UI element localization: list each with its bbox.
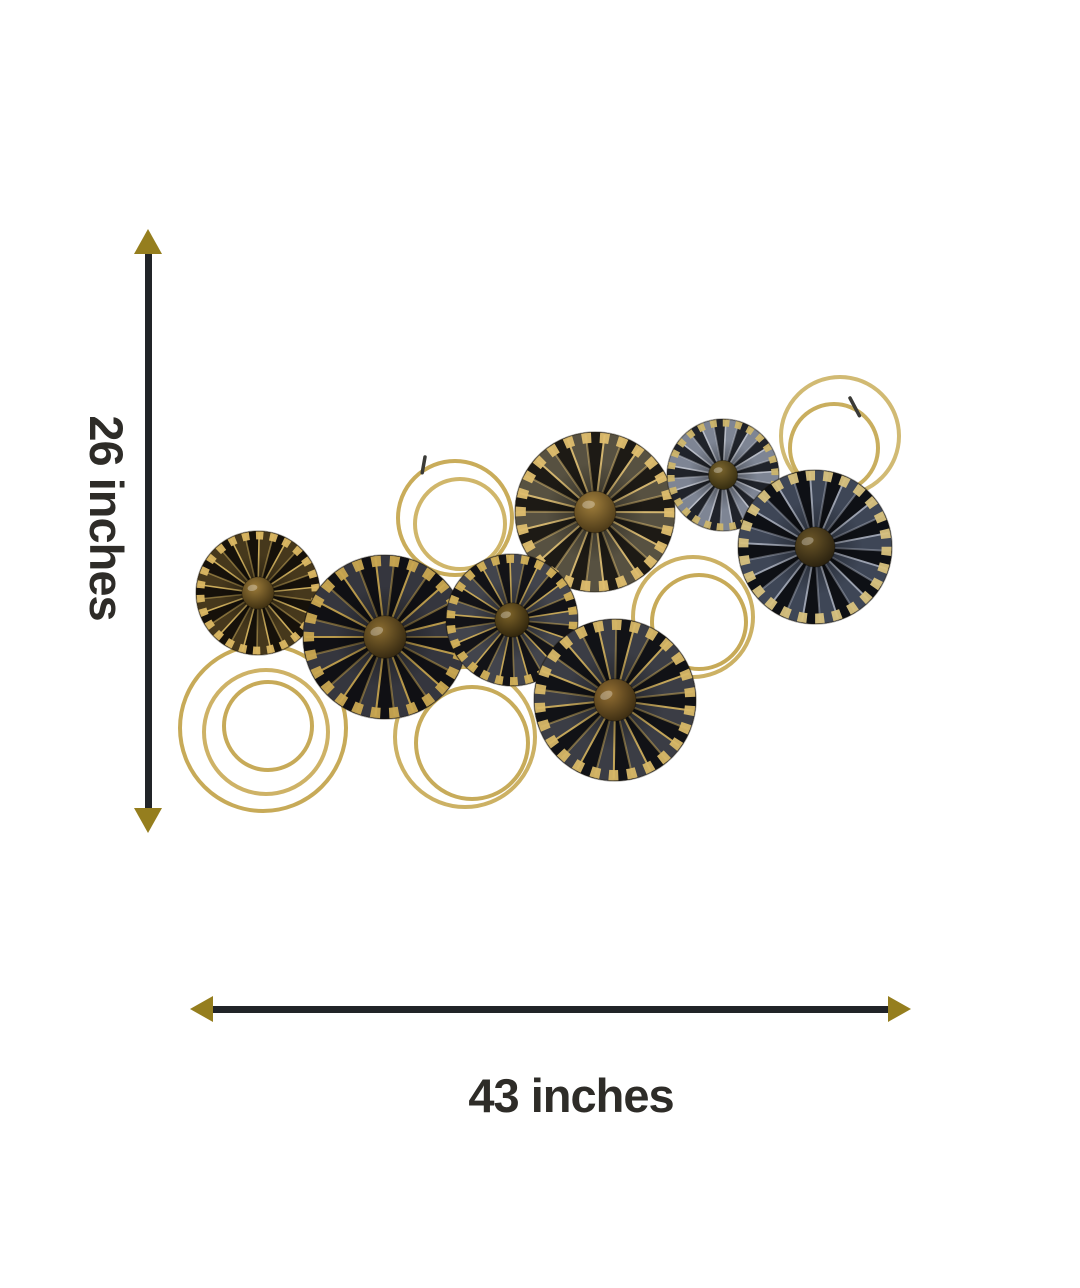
flower-center-dome [494, 602, 530, 638]
flower-center-dome [707, 459, 739, 491]
flower-center-dome [573, 490, 617, 534]
hanging-hook [848, 396, 862, 418]
wire-ring [631, 555, 755, 679]
flower-center-dome [241, 576, 275, 610]
vertical-dimension-line [145, 252, 152, 809]
wire-ring [393, 665, 537, 809]
wire-ring [414, 685, 530, 801]
flower-center-dome [363, 615, 407, 659]
flower-disc [302, 554, 468, 720]
arrow-left-icon [190, 996, 213, 1022]
flower-disc [533, 618, 697, 782]
arrow-down-icon [134, 808, 162, 833]
wire-ring [413, 477, 507, 571]
arrow-up-icon [134, 229, 162, 254]
flower-disc [514, 431, 676, 593]
height-dimension-label: 26 inches [80, 415, 133, 621]
width-dimension-label: 43 inches [468, 1069, 674, 1122]
wire-ring [202, 668, 330, 796]
wire-ring [396, 459, 514, 577]
flower-disc [195, 530, 321, 656]
horizontal-dimension-line [211, 1006, 891, 1013]
flower-disc [737, 469, 893, 625]
flower-disc [666, 418, 780, 532]
hanging-hook [420, 455, 427, 475]
wire-ring [222, 680, 314, 772]
wire-ring [650, 573, 748, 671]
flower-center-dome [794, 526, 836, 568]
arrow-right-icon [888, 996, 911, 1022]
flower-center-dome [593, 678, 637, 722]
